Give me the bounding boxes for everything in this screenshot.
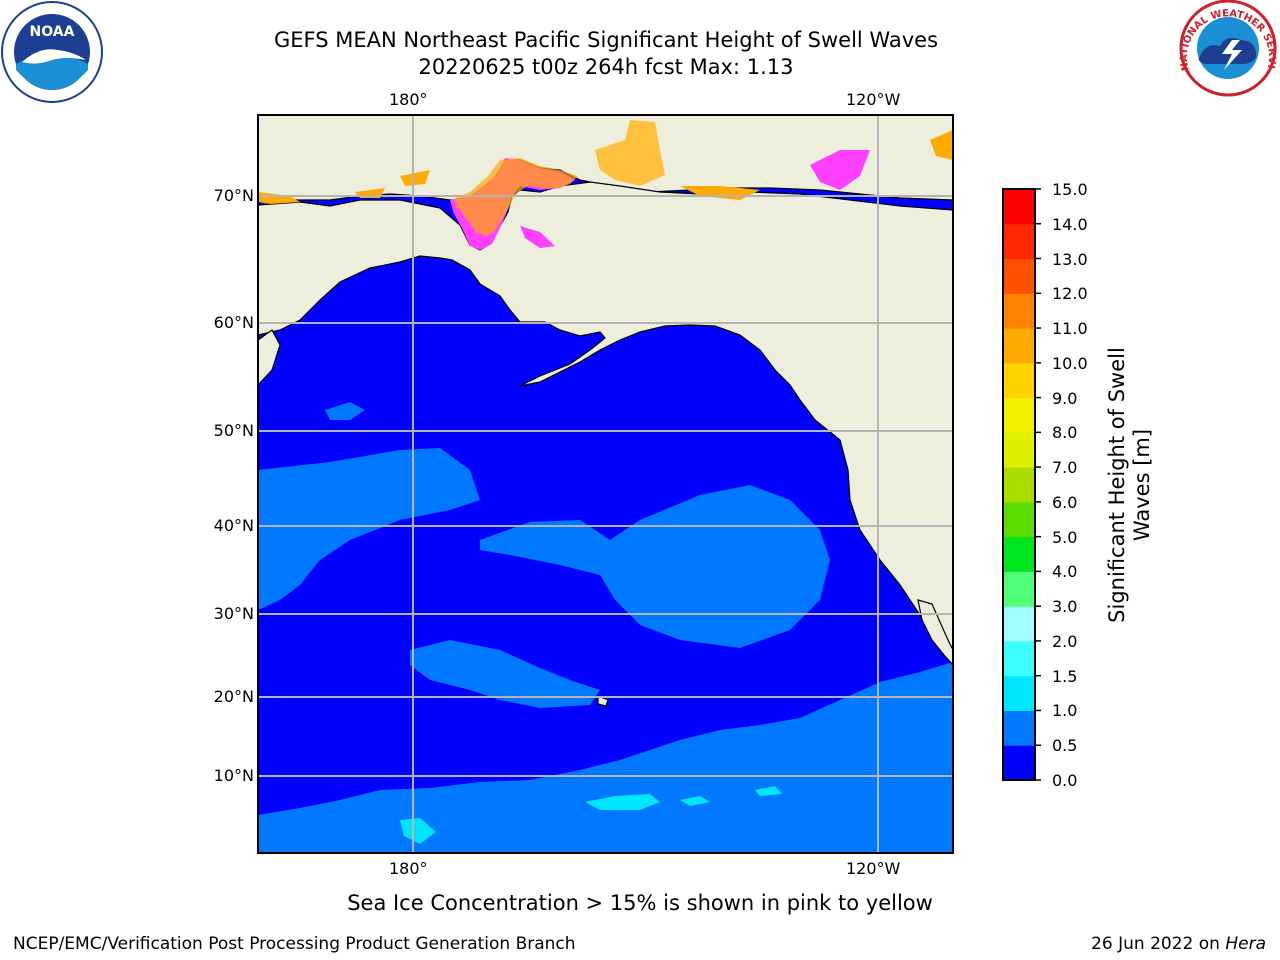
colorbar-segment (1003, 397, 1035, 433)
footer-host: Hera (1225, 934, 1266, 954)
colorbar-tick: 14.0 (1052, 215, 1088, 234)
colorbar (1003, 189, 1035, 781)
colorbar-segment (1003, 258, 1035, 294)
colorbar-tick: 9.0 (1052, 389, 1078, 408)
colorbar-tick: 0.0 (1052, 771, 1078, 790)
sea-ice-note: Sea Ice Concentration > 15% is shown in … (347, 891, 933, 915)
colorbar-tick: 4.0 (1052, 562, 1078, 581)
map-frame (257, 114, 954, 854)
footer-credit: NCEP/EMC/Verification Post Processing Pr… (13, 934, 576, 954)
colorbar-segment (1003, 189, 1035, 225)
noaa-logo: NOAA (1, 1, 103, 103)
map-subtitle: 20220625 t00z 264h fcst Max: 1.13 (418, 55, 794, 79)
svg-text:NATIONAL WEATHER SERVICE: NATIONAL WEATHER SERVICE (0, 0, 1277, 72)
colorbar-segment (1003, 675, 1035, 711)
colorbar-segment (1003, 362, 1035, 399)
colorbar-segment (1003, 432, 1035, 468)
lon-label-bottom-180: 180° (389, 859, 428, 878)
colorbar-tick: 1.0 (1052, 701, 1078, 720)
lat-label-20n: 20°N (213, 687, 254, 706)
colorbar-segment (1003, 640, 1035, 677)
colorbar-segment (1003, 710, 1035, 746)
lat-label-70n: 70°N (213, 186, 254, 205)
noaa-logo-text: NOAA (30, 24, 75, 40)
colorbar-frame (1002, 188, 1036, 781)
colorbar-tick: 15.0 (1052, 180, 1088, 199)
colorbar-tick: 13.0 (1052, 250, 1088, 269)
colorbar-tick: 1.5 (1052, 667, 1078, 686)
colorbar-tick: 12.0 (1052, 284, 1088, 303)
colorbar-segment (1003, 745, 1035, 781)
lat-label-40n: 40°N (213, 516, 254, 535)
colorbar-segment (1003, 467, 1035, 503)
footer-date-text: 26 Jun 2022 on (1091, 934, 1226, 954)
colorbar-tick: 7.0 (1052, 458, 1078, 477)
colorbar-tick: 6.0 (1052, 493, 1078, 512)
map-grid (258, 115, 953, 853)
map-panel (258, 115, 953, 853)
colorbar-segment (1003, 536, 1035, 572)
colorbar-tick: 10.0 (1052, 354, 1088, 373)
lat-label-60n: 60°N (213, 313, 254, 332)
colorbar-tick: 3.0 (1052, 597, 1078, 616)
lat-label-30n: 30°N (213, 604, 254, 623)
nws-logo: NATIONAL WEATHER SERVICE (0, 0, 1277, 97)
colorbar-title: Significant Height of Swell Waves [m] (1105, 347, 1154, 623)
colorbar-tick: 11.0 (1052, 319, 1088, 338)
lon-label-bottom-120w: 120°W (846, 859, 901, 878)
footer-date: 26 Jun 2022 on Hera (1091, 934, 1266, 954)
lat-label-50n: 50°N (213, 421, 254, 440)
colorbar-segment (1003, 328, 1035, 364)
colorbar-tick: 8.0 (1052, 423, 1078, 442)
colorbar-tick: 2.0 (1052, 632, 1078, 651)
colorbar-segment (1003, 501, 1035, 538)
map-title: GEFS MEAN Northeast Pacific Significant … (273, 28, 939, 52)
sea-ice-areas (258, 120, 953, 250)
colorbar-segment (1003, 571, 1035, 607)
colorbar-segment (1003, 293, 1035, 329)
colorbar-segment (1003, 606, 1035, 642)
nws-logo-text: NATIONAL WEATHER SERVICE (0, 0, 1277, 72)
lat-label-10n: 10°N (213, 766, 254, 785)
lon-label-top-180: 180° (389, 90, 428, 109)
swell-1-1p5m-patches (400, 786, 782, 844)
colorbar-tick: 5.0 (1052, 528, 1078, 547)
colorbar-segment (1003, 223, 1035, 260)
lon-label-top-120w: 120°W (846, 90, 901, 109)
colorbar-tick: 0.5 (1052, 736, 1078, 755)
